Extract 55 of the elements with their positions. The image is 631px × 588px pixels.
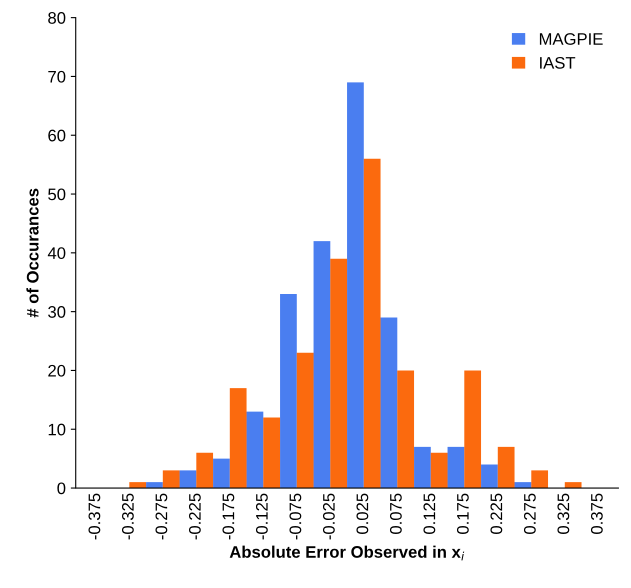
bar bbox=[146, 482, 163, 488]
x-tick-label: -0.225 bbox=[188, 494, 201, 540]
bar bbox=[380, 318, 398, 488]
bar bbox=[314, 241, 330, 488]
bar bbox=[129, 482, 146, 488]
bar bbox=[397, 370, 414, 488]
bar bbox=[263, 417, 280, 488]
bar bbox=[162, 470, 180, 488]
x-tick-label: -0.025 bbox=[322, 494, 335, 540]
bar bbox=[196, 452, 214, 488]
bar bbox=[464, 370, 482, 488]
bar bbox=[296, 352, 314, 488]
bar bbox=[531, 470, 548, 488]
x-axis-title: Absolute Error Observed in x$_{i}$ bbox=[230, 546, 464, 560]
y-tick-label: 60 bbox=[48, 130, 66, 142]
bar bbox=[246, 412, 264, 488]
bar bbox=[414, 446, 431, 488]
x-tick-label: 0.225 bbox=[490, 494, 502, 534]
x-tick-label: 0.275 bbox=[524, 494, 536, 534]
y-tick-label: 0 bbox=[57, 482, 66, 494]
bar bbox=[498, 446, 515, 488]
bar bbox=[230, 388, 247, 488]
x-tick-label: 0.375 bbox=[590, 494, 603, 534]
x-tick-label: -0.375 bbox=[88, 494, 100, 540]
y-tick-label: 40 bbox=[48, 247, 66, 260]
bar bbox=[448, 446, 464, 488]
x-tick-label: 0.075 bbox=[390, 494, 402, 534]
bar bbox=[564, 482, 582, 488]
x-tick-label: 0.025 bbox=[356, 494, 368, 534]
x-tick-label: -0.325 bbox=[122, 494, 134, 540]
x-tick-label: 0.325 bbox=[557, 494, 570, 534]
y-tick-label: 70 bbox=[48, 70, 66, 83]
bar bbox=[514, 482, 532, 488]
bar bbox=[330, 258, 348, 488]
y-tick-label: 30 bbox=[48, 306, 66, 318]
x-tick-label: 0.125 bbox=[423, 494, 436, 534]
bar bbox=[280, 294, 297, 488]
legend-label: MAGPIE bbox=[540, 33, 603, 45]
y-axis-title: # of Occurances bbox=[26, 188, 39, 318]
bar bbox=[347, 82, 364, 488]
legend-label: IAST bbox=[540, 56, 576, 69]
x-tick-label: -0.075 bbox=[289, 494, 302, 540]
y-tick-label: 80 bbox=[48, 12, 66, 24]
bar bbox=[213, 458, 230, 488]
bar bbox=[481, 464, 498, 488]
y-tick-label: 10 bbox=[48, 424, 66, 436]
bar bbox=[180, 470, 196, 488]
x-tick-label: 0.175 bbox=[456, 494, 469, 534]
bar bbox=[430, 452, 448, 488]
x-tick-label: -0.175 bbox=[222, 494, 234, 540]
bar bbox=[364, 158, 381, 488]
x-tick-label: -0.125 bbox=[256, 494, 268, 540]
x-tick-label: -0.275 bbox=[155, 494, 168, 540]
y-tick-label: 50 bbox=[48, 188, 66, 200]
y-tick-label: 20 bbox=[48, 364, 66, 377]
